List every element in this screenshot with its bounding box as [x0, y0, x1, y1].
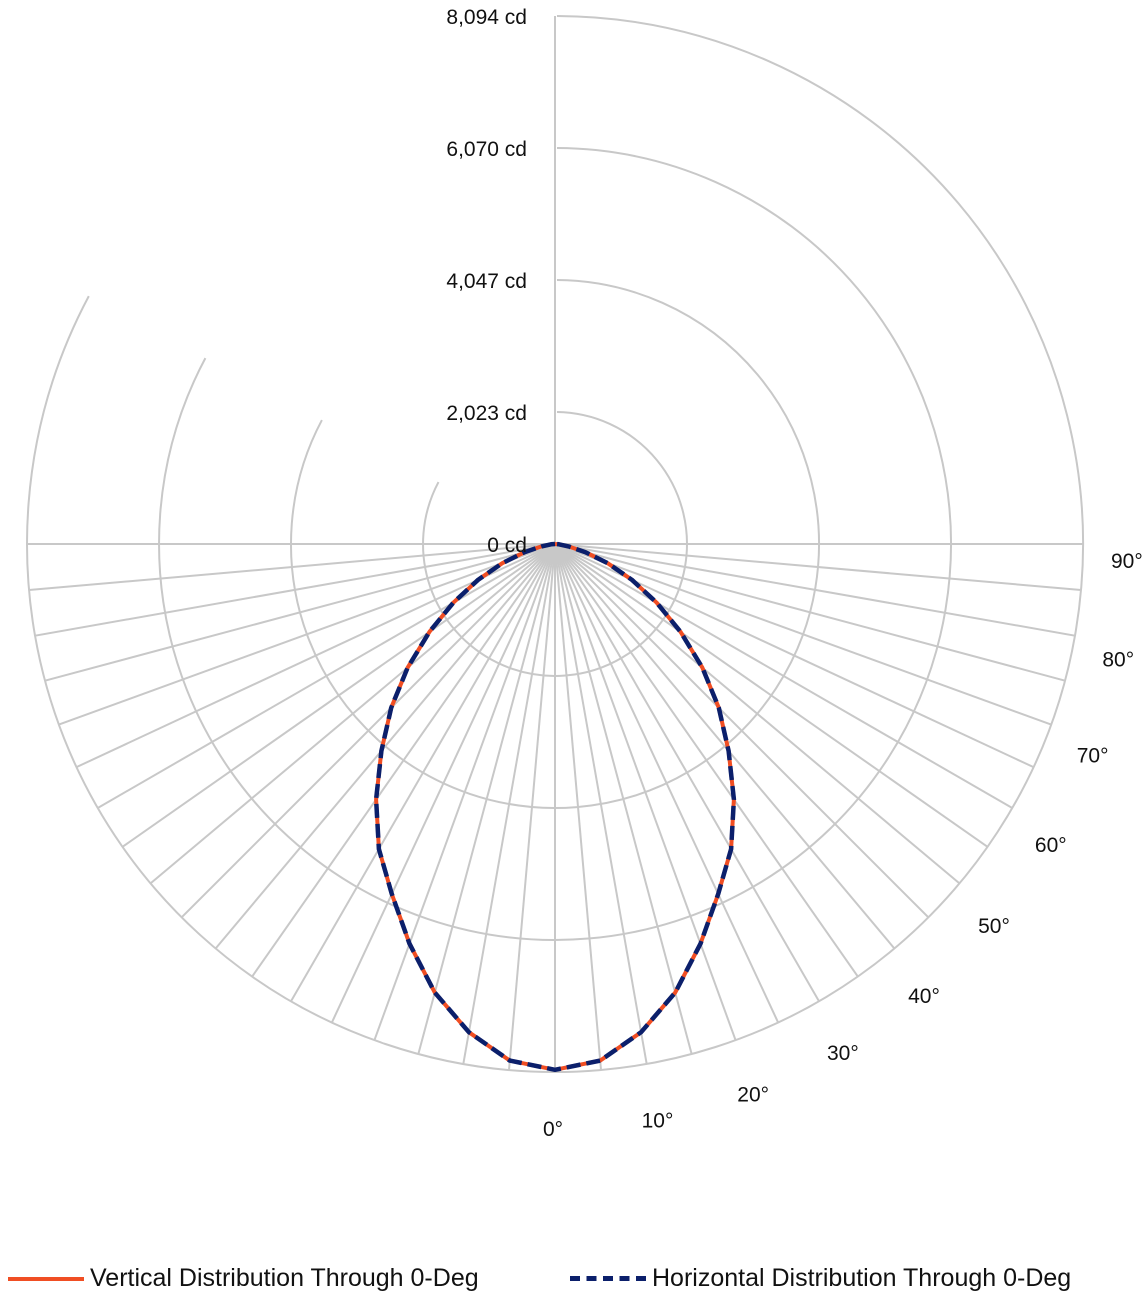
grid-spoke — [58, 543, 556, 726]
grid-spoke — [417, 543, 556, 1055]
grid-spoke — [121, 543, 556, 848]
radial-tick-label: 0 cd — [487, 534, 527, 557]
angle-label: 0° — [543, 1118, 563, 1141]
series-group — [373, 541, 737, 1073]
grid-spoke — [507, 543, 556, 1071]
grid-spoke — [554, 543, 1082, 592]
angle-label: 30° — [827, 1042, 859, 1065]
grid-spoke — [554, 543, 780, 1023]
angle-label: 60° — [1035, 834, 1067, 857]
grid-spoke — [554, 543, 1066, 682]
grid-spoke — [290, 543, 556, 1002]
legend-swatch-solid — [8, 1276, 84, 1281]
polar-grid — [26, 15, 1084, 1073]
angle-label: 50° — [978, 915, 1010, 938]
legend: Vertical Distribution Through 0-Deg Hori… — [0, 1264, 1146, 1300]
grid-spoke — [554, 543, 1076, 637]
grid-spoke — [330, 543, 556, 1023]
grid-spoke — [554, 543, 737, 1041]
grid-spoke — [180, 543, 556, 919]
legend-item-vertical: Vertical Distribution Through 0-Deg — [8, 1264, 479, 1293]
radial-tick-label: 6,070 cd — [446, 138, 527, 161]
angle-label: 70° — [1077, 744, 1109, 767]
grid-spoke — [554, 543, 930, 919]
grid-ring — [26, 15, 1084, 1073]
series-horizontal-line — [373, 541, 737, 1073]
grid-spoke — [554, 543, 603, 1071]
legend-swatch-dashed — [570, 1276, 646, 1281]
grid-spoke — [462, 543, 556, 1065]
grid-spoke — [251, 543, 556, 978]
grid-spoke — [554, 543, 1013, 809]
radial-tick-label: 4,047 cd — [446, 270, 527, 293]
angle-label: 40° — [908, 985, 940, 1008]
grid-spoke — [34, 543, 556, 637]
legend-label-horizontal: Horizontal Distribution Through 0-Deg — [652, 1264, 1072, 1292]
grid-spoke — [44, 543, 556, 682]
grid-spoke — [554, 543, 693, 1055]
grid-spoke — [373, 543, 556, 1041]
grid-spoke — [554, 543, 896, 950]
legend-label-vertical: Vertical Distribution Through 0-Deg — [90, 1264, 479, 1292]
grid-spoke — [97, 543, 556, 809]
grid-spoke — [554, 543, 820, 1002]
radial-tick-label: 2,023 cd — [446, 402, 527, 425]
legend-item-horizontal: Horizontal Distribution Through 0-Deg — [570, 1264, 1071, 1293]
grid-spoke — [554, 543, 859, 978]
grid-spoke — [149, 543, 556, 885]
grid-ring — [290, 279, 820, 809]
angle-label: 10° — [642, 1109, 674, 1132]
angle-label: 20° — [737, 1084, 769, 1107]
angle-label: 90° — [1111, 550, 1143, 573]
grid-spoke — [554, 543, 989, 848]
axis-labels: 0 cd 2,023 cd 4,047 cd 6,070 cd 8,094 cd 0° 10… — [446, 6, 1142, 1141]
grid-spoke — [214, 543, 556, 950]
grid-spoke — [28, 543, 556, 592]
grid-ring — [422, 411, 688, 677]
grid-spoke — [554, 543, 961, 885]
grid-spoke — [554, 543, 1052, 726]
polar-candela-chart: 0 cd 2,023 cd 4,047 cd 6,070 cd 8,094 cd 0° 10… — [26, 6, 1143, 1141]
angle-label: 80° — [1102, 649, 1134, 672]
grid-spoke — [554, 543, 648, 1065]
radial-tick-label: 8,094 cd — [446, 6, 527, 29]
